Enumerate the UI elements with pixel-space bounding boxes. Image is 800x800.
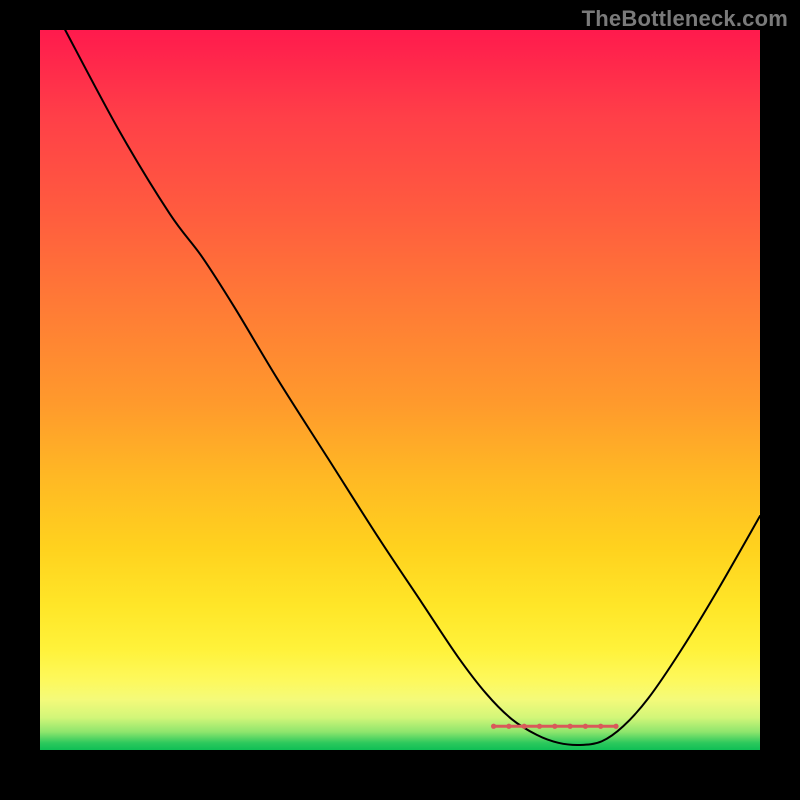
valley-marker-dot [522,724,527,729]
valley-marker-dot [598,724,603,729]
chart-svg [40,30,760,750]
valley-marker-dot [552,724,557,729]
stage: TheBottleneck.com [0,0,800,800]
valley-marker-dot [491,724,496,729]
valley-marker-dot [506,724,511,729]
valley-marker-dot [613,724,618,729]
bottleneck-chart [40,30,760,750]
valley-marker-dot [583,724,588,729]
watermark-text: TheBottleneck.com [582,6,788,32]
valley-marker-dot [568,724,573,729]
valley-marker-dot [537,724,542,729]
chart-background [40,30,760,750]
